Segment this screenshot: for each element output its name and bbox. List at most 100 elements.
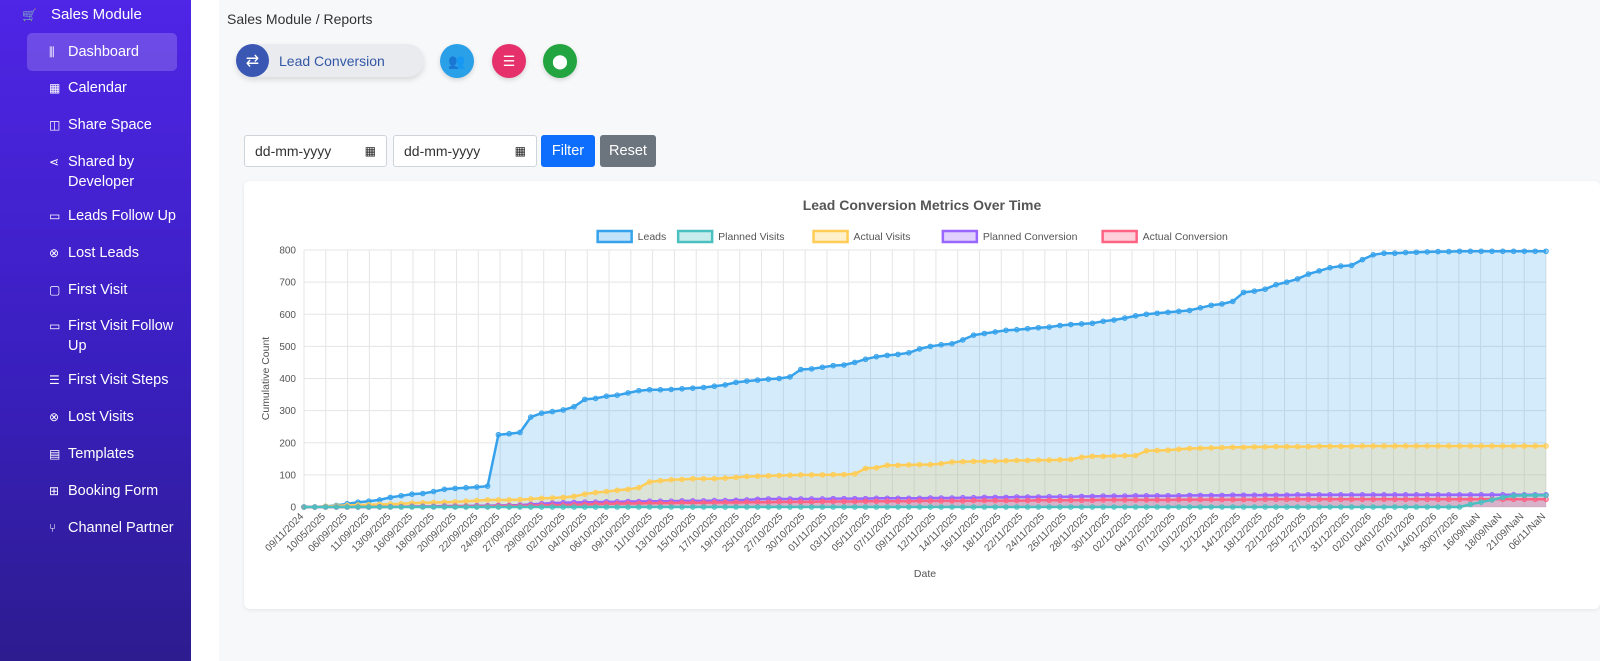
data-point-leads	[1467, 248, 1474, 255]
data-point-leads	[1165, 309, 1171, 316]
data-point-planned_visits	[927, 504, 934, 510]
data-point-leads	[927, 343, 934, 350]
from-date-input[interactable]: dd-mm-yyyy ▦	[244, 135, 387, 167]
tab-database[interactable]: ☰	[492, 44, 526, 78]
data-point-actual_conversion	[1035, 497, 1042, 504]
data-point-actual_conversion	[1262, 496, 1269, 503]
data-point-planned_visits	[1208, 504, 1215, 510]
data-point-planned_visits	[668, 504, 675, 510]
filter-button[interactable]: Filter	[541, 135, 595, 167]
data-point-leads	[1251, 288, 1258, 294]
data-point-actual_visits	[1068, 456, 1074, 463]
data-point-actual_visits	[1381, 443, 1387, 449]
data-point-actual_conversion	[1338, 496, 1344, 503]
sidebar-item-calendar[interactable]: ▦ Calendar	[27, 78, 177, 98]
data-point-actual_conversion	[1111, 497, 1117, 503]
data-point-actual_visits	[549, 495, 556, 501]
data-point-actual_visits	[906, 462, 912, 468]
data-point-actual_visits	[1316, 443, 1322, 450]
reset-button[interactable]: Reset	[600, 135, 656, 167]
sidebar-item-lost-leads[interactable]: ⊗ Lost Leads	[27, 243, 177, 263]
data-point-actual_visits	[646, 479, 653, 485]
sidebar: 🛒 Sales Module ⫼ Dashboard ▦ Calendar ◫ Sha…	[0, 0, 191, 661]
data-point-planned_visits	[1024, 504, 1031, 510]
data-point-actual_conversion	[657, 500, 664, 506]
sidebar-module-header[interactable]: 🛒 Sales Module	[22, 6, 142, 23]
sidebar-item-dashboard[interactable]: ⫼ Dashboard	[27, 33, 177, 71]
data-point-actual_conversion	[1413, 496, 1420, 503]
to-date-input[interactable]: dd-mm-yyyy ▦	[393, 135, 537, 167]
data-point-planned_visits	[344, 504, 350, 510]
data-point-actual_visits	[484, 497, 491, 503]
data-point-planned_conversion	[1489, 491, 1495, 498]
data-point-leads	[463, 484, 469, 491]
data-point-planned_conversion	[1424, 491, 1430, 498]
sidebar-item-first-visit[interactable]: ▢ First Visit	[27, 280, 177, 300]
data-point-actual_visits	[1510, 443, 1517, 449]
swap-arrows-icon: ⇄	[236, 44, 269, 77]
tab-users[interactable]: 👥	[440, 44, 474, 78]
tab-location[interactable]: ⬤	[543, 44, 577, 78]
sidebar-item-share-space[interactable]: ◫ Share Space	[27, 115, 177, 135]
data-point-actual_conversion	[1100, 497, 1107, 503]
data-point-planned_visits	[452, 504, 458, 510]
data-point-actual_visits	[1219, 444, 1225, 451]
data-point-actual_conversion	[1186, 496, 1193, 503]
data-point-leads	[862, 356, 869, 363]
sidebar-item-label: Booking Form	[68, 483, 159, 499]
sidebar-item-leads-follow-up[interactable]: ▭ Leads Follow Up	[27, 206, 177, 226]
data-point-leads	[625, 390, 631, 396]
sidebar-item-first-visit-steps[interactable]: ☰ First Visit Steps	[27, 370, 177, 390]
data-point-planned_visits	[1338, 504, 1344, 510]
data-point-planned_visits	[949, 504, 955, 510]
sidebar-item-lost-visits[interactable]: ⊗ Lost Visits	[27, 407, 177, 427]
y-tick-label: 500	[279, 342, 296, 353]
chart-card: Lead Conversion Metrics Over Time Leads Pl…	[244, 181, 1600, 609]
sidebar-item-booking-form[interactable]: ⊞ Booking Form	[27, 481, 177, 501]
data-point-planned_visits	[711, 504, 718, 510]
data-point-actual_conversion	[1294, 496, 1301, 503]
data-point-planned_visits	[571, 504, 577, 510]
diagram-icon: ⑂	[49, 521, 57, 535]
to-date-placeholder: dd-mm-yyyy	[404, 143, 481, 159]
calendar-icon[interactable]: ▦	[364, 144, 376, 158]
data-point-planned_visits	[1089, 504, 1096, 510]
data-point-actual_visits	[1359, 443, 1366, 449]
sidebar-item-first-visit-follow-up[interactable]: ▭ First Visit Follow Up	[27, 316, 177, 356]
data-point-actual_conversion	[1208, 496, 1215, 503]
data-point-actual_conversion	[1078, 497, 1085, 504]
sidebar-item-channel-partner[interactable]: ⑂ Channel Partner	[27, 518, 177, 538]
data-point-actual_visits	[819, 472, 826, 478]
legend-label: Actual Visits	[854, 231, 911, 243]
data-point-leads	[1424, 249, 1430, 255]
data-point-actual_visits	[711, 475, 718, 482]
sidebar-item-templates[interactable]: ▤ Templates	[27, 444, 177, 464]
data-point-planned_conversion	[1230, 492, 1236, 498]
data-point-leads	[1014, 326, 1020, 333]
data-point-leads	[1176, 308, 1182, 315]
data-point-planned_visits	[474, 504, 480, 510]
y-tick-label: 600	[279, 310, 296, 321]
tab-lead-conversion[interactable]: ⇄ Lead Conversion	[236, 44, 424, 77]
data-point-actual_conversion	[1370, 496, 1376, 503]
sidebar-item-label: Dashboard	[68, 44, 139, 60]
data-point-actual_visits	[1014, 457, 1020, 464]
data-point-planned_visits	[1446, 504, 1452, 510]
data-point-planned_visits	[463, 504, 469, 510]
data-point-actual_conversion	[1143, 497, 1150, 503]
data-point-actual_conversion	[1316, 496, 1322, 503]
chart-title: Lead Conversion Metrics Over Time	[803, 197, 1042, 213]
data-point-leads	[1489, 248, 1495, 255]
data-point-actual_visits	[560, 494, 567, 501]
calendar-icon[interactable]: ▦	[514, 144, 526, 158]
data-point-actual_visits	[538, 495, 545, 502]
sidebar-item-shared-by-developer[interactable]: ⋖ Shared by Developer	[27, 152, 157, 192]
data-point-actual_visits	[808, 472, 815, 478]
data-point-leads	[1035, 324, 1042, 331]
data-point-actual_visits	[1003, 457, 1009, 464]
data-point-planned_visits	[960, 504, 966, 510]
data-point-actual_conversion	[884, 498, 891, 505]
data-point-actual_conversion	[1424, 496, 1430, 503]
series-area-actual_conversion	[304, 499, 1546, 507]
data-point-planned_visits	[1370, 504, 1376, 510]
